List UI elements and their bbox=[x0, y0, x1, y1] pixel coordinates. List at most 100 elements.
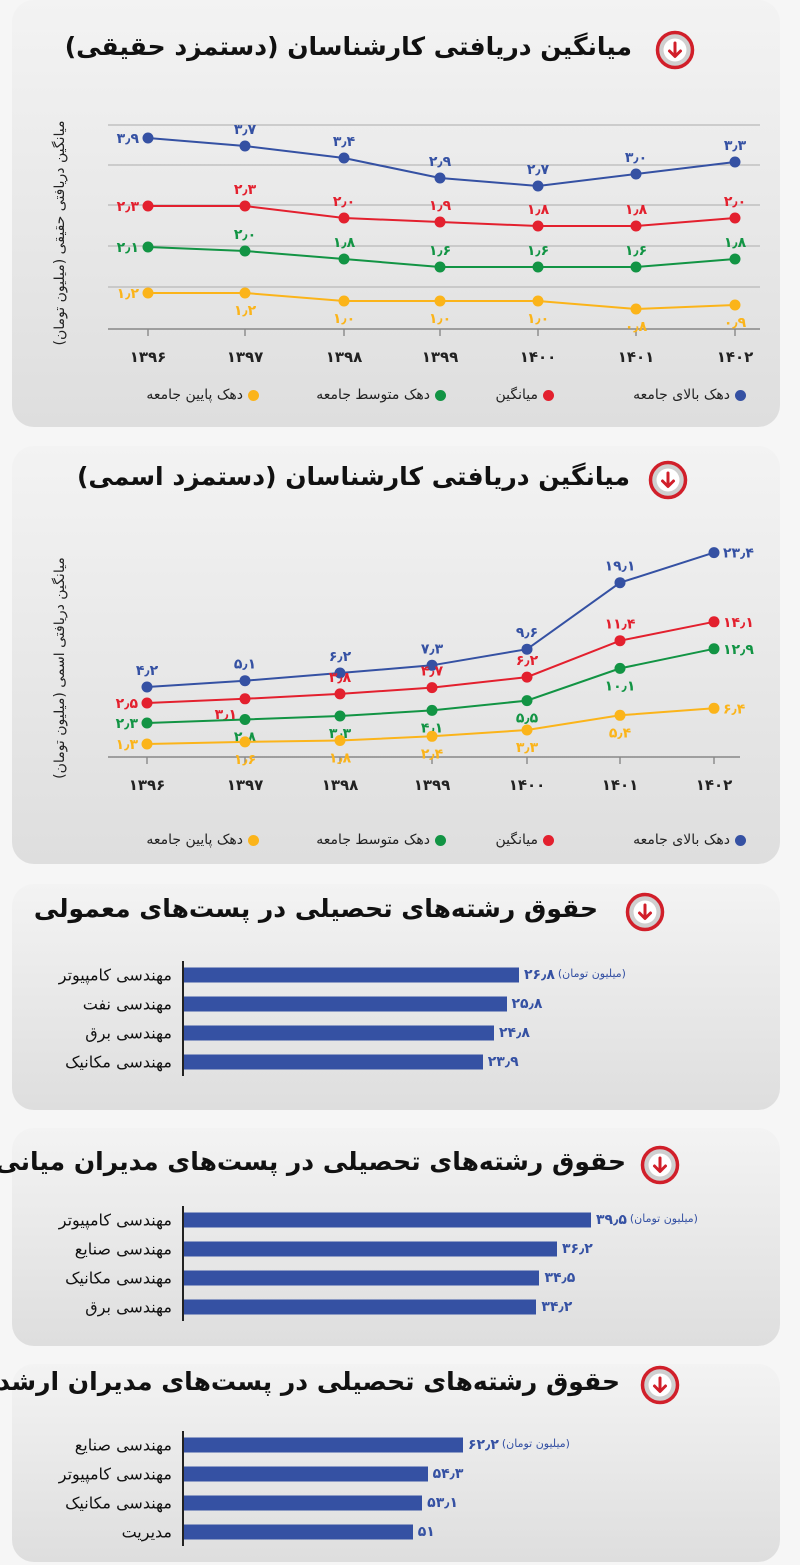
legend-label: دهک پایین جامعه bbox=[146, 387, 243, 403]
bar bbox=[184, 1495, 423, 1511]
data-label: ۱٫۶ bbox=[429, 243, 451, 259]
data-label: ۱۰٫۱ bbox=[605, 678, 636, 694]
data-label: ۳٫۰ bbox=[625, 150, 647, 166]
bar-value-label: ۳۴٫۲ bbox=[541, 1299, 572, 1315]
x-tick-label: ۱۴۰۱ bbox=[602, 776, 639, 794]
bar-category-label: مهندسی کامپیوتر bbox=[58, 965, 172, 985]
data-point bbox=[141, 738, 153, 750]
bar-value-label: ۵۱ bbox=[418, 1524, 435, 1540]
data-point bbox=[434, 172, 446, 184]
bar-value: ۲۶٫۸ bbox=[524, 967, 555, 983]
bar bbox=[184, 1466, 428, 1482]
x-tick-label: ۱۴۰۲ bbox=[696, 776, 733, 794]
x-tick-label: ۱۳۹۹ bbox=[414, 776, 451, 794]
data-label: ۳٫۹ bbox=[117, 131, 140, 147]
legend-item: دهک متوسط جامعه bbox=[316, 387, 446, 403]
bar-value: ۵۱ bbox=[417, 1524, 435, 1540]
data-point bbox=[630, 168, 642, 180]
data-point bbox=[708, 547, 720, 559]
legend-item: دهک بالای جامعه bbox=[633, 387, 746, 403]
bar-value: ۲۳٫۹ bbox=[487, 1054, 519, 1070]
chart-title: میانگین دریافتی کارشناسان (دستمزد حقیقی) bbox=[64, 32, 633, 61]
data-point bbox=[142, 200, 154, 212]
data-label: ۳٫۷ bbox=[234, 122, 257, 138]
data-label: ۱٫۹ bbox=[429, 198, 452, 214]
data-label: ۶٫۴ bbox=[723, 701, 746, 717]
data-point bbox=[239, 736, 251, 748]
data-label: ۳٫۳ bbox=[329, 726, 352, 742]
data-point bbox=[708, 616, 720, 628]
bar-value-label: ۲۴٫۸ bbox=[499, 1025, 530, 1041]
chart-title: میانگین دریافتی کارشناسان (دستمزد اسمی) bbox=[76, 462, 631, 491]
data-label: ۲٫۳ bbox=[117, 199, 140, 215]
legend-item: دهک پایین جامعه bbox=[146, 832, 259, 848]
bar-category-label: مدیریت bbox=[121, 1522, 172, 1542]
bar-value: ۲۵٫۸ bbox=[511, 996, 543, 1012]
bar-category-label: مهندسی کامپیوتر bbox=[58, 1210, 172, 1230]
data-point bbox=[338, 295, 350, 307]
x-tick-label: ۱۳۹۷ bbox=[227, 776, 264, 794]
data-point bbox=[708, 702, 720, 714]
unit-label: (میلیون تومان) bbox=[629, 1212, 698, 1225]
data-label: ۱٫۸ bbox=[724, 235, 747, 251]
data-point bbox=[334, 688, 346, 700]
legend-label: دهک بالای جامعه bbox=[633, 387, 730, 403]
data-label: ۲٫۰ bbox=[724, 194, 746, 210]
data-point bbox=[426, 704, 438, 716]
data-point bbox=[239, 200, 251, 212]
data-point bbox=[532, 295, 544, 307]
data-label: ۲٫۴ bbox=[421, 746, 444, 762]
bar-category-label: مهندسی مکانیک bbox=[65, 1268, 172, 1288]
data-point bbox=[239, 714, 251, 725]
arrow-down-circle-icon bbox=[648, 460, 688, 500]
data-label: ۲٫۰ bbox=[333, 194, 355, 210]
legend-dot-icon bbox=[543, 834, 554, 846]
bar-category-label: مهندسی برق bbox=[85, 1297, 172, 1317]
data-label: ۱٫۰ bbox=[429, 311, 451, 327]
data-label: ۱٫۸ bbox=[625, 202, 648, 218]
legend-dot-icon bbox=[248, 389, 259, 401]
data-label: ۳٫۱ bbox=[215, 707, 237, 723]
legend-label: دهک بالای جامعه bbox=[633, 832, 730, 848]
data-label: ۲٫۳ bbox=[116, 716, 139, 732]
x-tick-label: ۱۴۰۰ bbox=[520, 348, 557, 366]
data-point bbox=[142, 287, 154, 299]
bar bbox=[184, 1054, 483, 1070]
data-label: ۲٫۷ bbox=[527, 162, 550, 178]
bar-value: ۳۴٫۲ bbox=[541, 1299, 573, 1315]
data-label: ۱۲٫۹ bbox=[723, 642, 754, 658]
data-point bbox=[338, 212, 350, 224]
legend-dot-icon bbox=[735, 834, 746, 846]
bar bbox=[184, 1437, 463, 1453]
data-point bbox=[614, 709, 626, 721]
data-label: ۱٫۲ bbox=[234, 303, 257, 319]
panel-real-wage bbox=[12, 0, 780, 427]
legend-label: دهک متوسط جامعه bbox=[316, 387, 430, 403]
data-label: ۵٫۱ bbox=[234, 657, 256, 673]
data-point bbox=[521, 643, 533, 655]
data-label: ۱٫۶ bbox=[527, 243, 549, 259]
legend-item: میانگین bbox=[496, 387, 554, 403]
data-point bbox=[338, 253, 350, 265]
data-point bbox=[521, 671, 533, 683]
bar bbox=[184, 967, 519, 983]
bar-value-label: ۲۵٫۸ bbox=[512, 996, 543, 1012]
legend-item: میانگین bbox=[496, 832, 554, 848]
line-chart-real: ۱۳۹۶ ۱۳۹۷ ۱۳۹۸ ۱۳۹۹ ۱۴۰۰ ۱۴۰۱ ۱۴۰۲ ۳٫۹ ۳٫۷ ۳٫۴ ۲٫۹… bbox=[108, 122, 760, 366]
bar-value: ۳۹٫۵ bbox=[596, 1212, 627, 1228]
data-label: ۱٫۰ bbox=[333, 311, 355, 327]
data-label: ۲٫۵ bbox=[116, 696, 139, 712]
data-point bbox=[614, 577, 626, 589]
bar-value: ۵۳٫۱ bbox=[427, 1495, 459, 1511]
data-point bbox=[142, 241, 154, 253]
arrow-down-circle-icon bbox=[655, 30, 695, 70]
data-label: ۳٫۳ bbox=[724, 138, 747, 154]
bar-category-label: مهندسی صنایع bbox=[74, 1239, 172, 1259]
data-label: ۳٫۸ bbox=[329, 670, 352, 686]
chart-title: حقوق رشته‌های تحصیلی در پست‌های معمولی bbox=[33, 894, 599, 923]
legend-dot-icon bbox=[435, 834, 446, 846]
panel-nominal-wage bbox=[12, 446, 780, 864]
data-label: ۳٫۴ bbox=[333, 134, 356, 150]
data-point bbox=[521, 724, 533, 736]
bar-value: ۳۴٫۵ bbox=[544, 1270, 576, 1286]
